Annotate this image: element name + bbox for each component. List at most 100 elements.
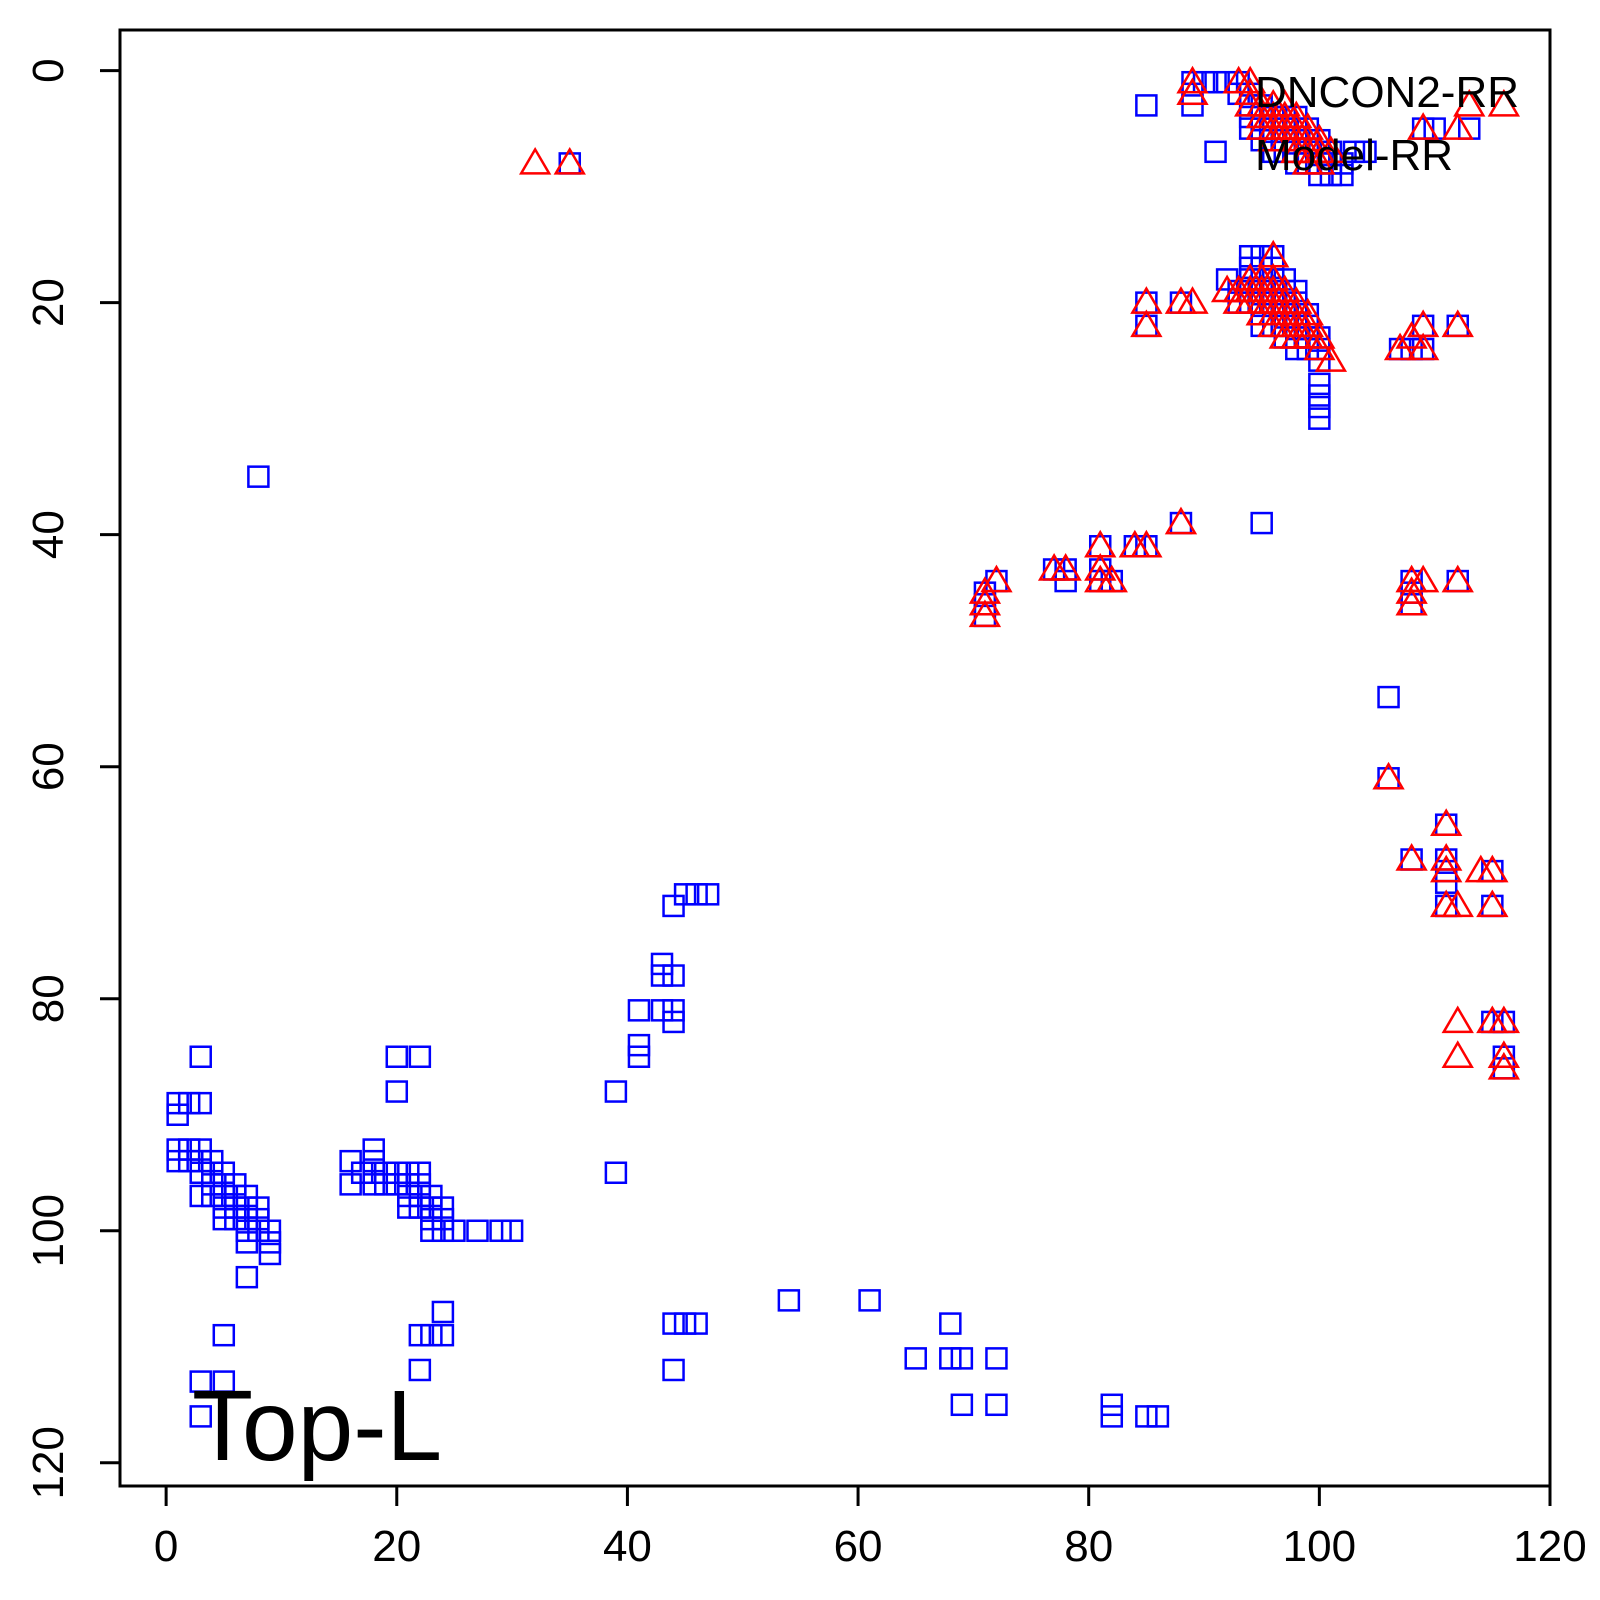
data-point-square [235,1219,259,1243]
data-point-triangle [1430,808,1463,836]
data-point-square [500,1219,524,1243]
data-point-square [397,1196,420,1219]
data-point-square [362,1138,385,1161]
data-point-square [189,1405,212,1428]
data-point-square [420,1196,443,1219]
data-point-square [385,1161,409,1185]
data-point-square [627,1045,651,1068]
data-point-square [224,1173,247,1196]
x-tick-label: 20 [372,1522,421,1571]
x-tick-label: 120 [1513,1522,1586,1571]
x-tick-label: 60 [834,1522,883,1571]
data-point-square [362,1161,385,1185]
data-point-square [420,1184,443,1208]
data-point-square [1342,140,1366,164]
data-point-square [408,1173,432,1196]
x-axis: 0 20 40 60 80 100 120 [154,1484,1587,1571]
data-point-square [373,1161,397,1185]
data-point-square [212,1370,236,1393]
data-point-square [1135,94,1158,117]
legend: DNCON2-RR Model-RR [1255,68,1519,180]
data-point-square [166,1103,189,1126]
data-point-square [1308,395,1331,419]
data-point-square [431,1207,455,1231]
data-point-square [443,1219,466,1243]
data-point-triangle [1164,506,1198,535]
data-point-triangle [1406,332,1440,361]
data-point-square [904,1347,927,1370]
data-point-square [235,1184,259,1208]
data-point-square [224,1196,247,1219]
data-point-square [408,1045,432,1068]
data-point-triangle [980,564,1013,593]
annotation-top-l: Top-L [192,1370,442,1482]
data-point-square [627,999,651,1022]
data-point-triangle [553,146,586,175]
data-point-triangle [1314,135,1348,164]
data-point-triangle [1476,889,1509,918]
data-point-square [939,1347,962,1370]
data-point-triangle [1406,112,1440,140]
y-tick-label: 80 [24,974,73,1023]
data-point-square [950,1347,974,1370]
data-point-square [985,1393,1008,1417]
data-point-square [604,1080,628,1103]
data-point-square [1331,163,1354,187]
data-point-square [373,1173,397,1196]
data-point-triangle [1314,344,1348,372]
data-point-triangle [1476,854,1509,883]
data-point-square [212,1323,236,1347]
data-point-triangle [1291,309,1324,338]
data-point-triangle [1395,576,1428,604]
data-point-square [177,1091,201,1115]
legend-label-model-rr: Model-RR [1255,131,1453,180]
data-point-square [258,1231,282,1254]
data-point-square [212,1173,236,1196]
data-point-square [650,999,674,1022]
data-point-square [1204,70,1227,94]
data-point-square [339,1173,362,1196]
data-point-square [685,883,708,906]
data-point-triangle [1395,587,1428,616]
data-point-square [662,999,685,1022]
data-point-square [235,1265,259,1289]
data-point-square [1204,140,1227,164]
data-point-square [385,1080,409,1103]
data-point-triangle [1487,1051,1521,1080]
data-point-triangle [1130,309,1163,338]
data-point-square [385,1173,409,1196]
data-point-square [247,1219,270,1243]
data-point-triangle [1487,1005,1521,1034]
data-point-square [189,1184,212,1208]
data-point-square [431,1196,455,1219]
data-point-triangle [1430,854,1463,883]
data-point-square [431,1323,455,1347]
data-point-square [650,952,674,976]
data-point-square [177,1149,201,1173]
series-model-rr [518,65,1521,1080]
data-point-triangle [1303,146,1336,175]
data-point-square [350,1161,374,1185]
data-point-square [385,1045,409,1068]
y-axis: 0 20 40 60 80 100 120 [24,58,122,1500]
data-point-square [224,1184,247,1208]
data-point-square [339,1149,362,1173]
data-point-square [235,1231,259,1254]
data-point-square [1261,140,1285,164]
y-tick-label: 40 [24,510,73,559]
data-point-square [466,1219,489,1243]
data-point-triangle [1487,1040,1521,1068]
data-point-square [1250,511,1273,535]
data-point-square [777,1289,801,1312]
data-point-square [431,1219,455,1243]
data-point-square [604,1161,628,1185]
data-point-square [166,1149,189,1173]
data-point-square [189,1045,212,1068]
data-point-square [189,1138,212,1161]
data-point-square [662,964,685,987]
data-point-triangle [1303,332,1336,361]
data-point-square [1100,1405,1124,1428]
data-point-square [189,1149,212,1173]
data-point-square [420,1323,443,1347]
